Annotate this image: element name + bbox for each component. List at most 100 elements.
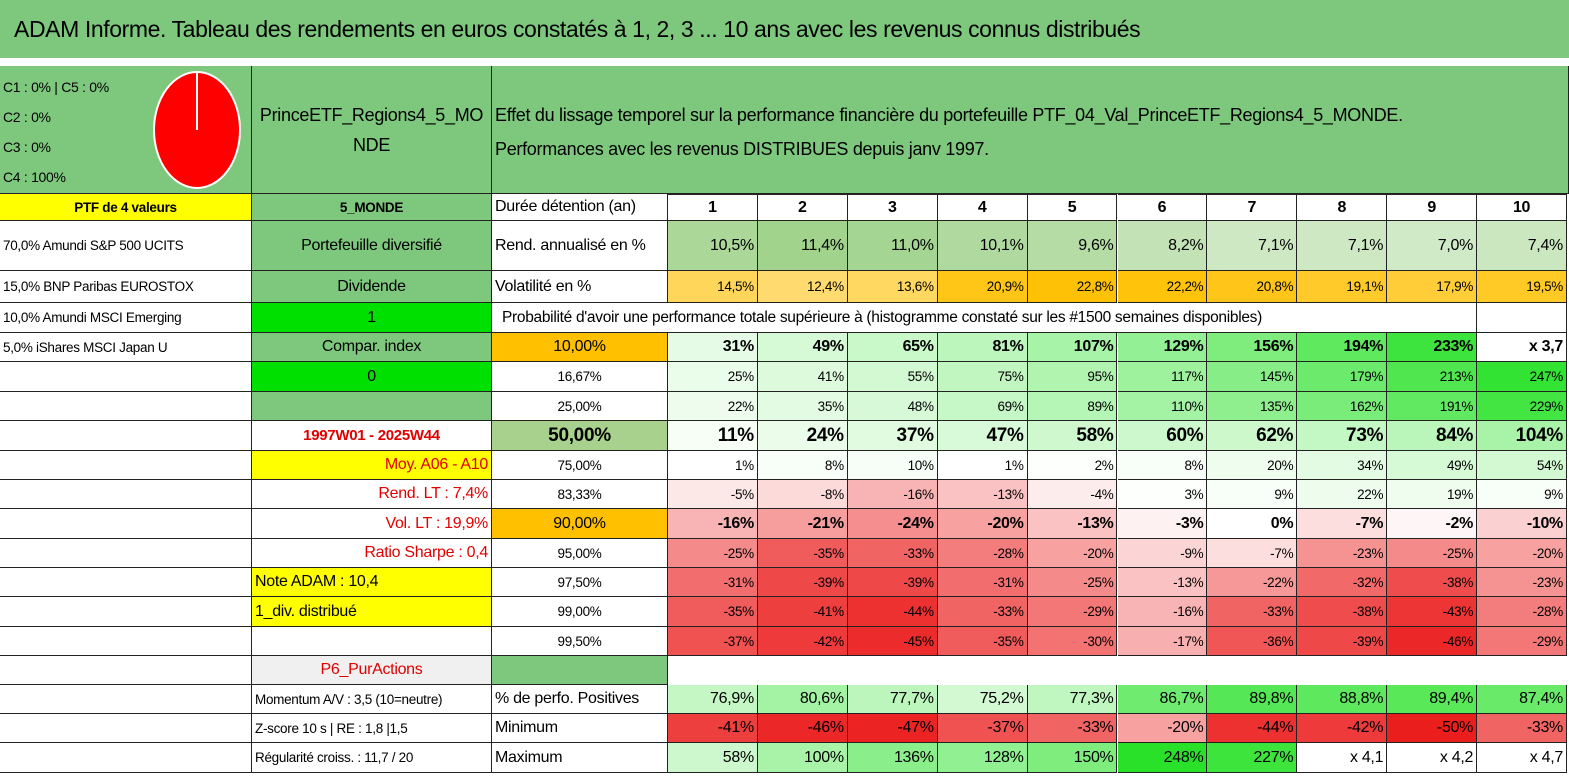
value-cell: -44% [847, 597, 938, 627]
value-cell: 76,9% [668, 685, 758, 714]
row-label: 10,00% [492, 333, 668, 362]
value-cell: -20% [1477, 539, 1567, 568]
value-cell: -39% [1297, 627, 1388, 656]
value-cell: 229% [1477, 392, 1567, 421]
value-cell: 9% [1477, 480, 1567, 509]
value-cell: 41% [757, 362, 848, 392]
value-cell: 47% [937, 421, 1028, 451]
value-cell: x 4,1 [1297, 743, 1388, 773]
allocation-box: C1 : 0% | C5 : 0% C2 : 0% C3 : 0% C4 : 1… [0, 66, 252, 194]
value-cell: 117% [1117, 362, 1208, 392]
value-cell: -23% [1297, 539, 1388, 568]
asset-cell: PTF de 4 valeurs [0, 194, 252, 221]
value-cell: -2% [1387, 509, 1478, 539]
value-cell: -22% [1207, 568, 1298, 597]
asset-cell [0, 568, 252, 597]
value-cell: -43% [1387, 597, 1478, 627]
value-cell: -24% [847, 509, 938, 539]
empty-cell [1477, 303, 1567, 333]
value-cell: 100% [757, 743, 848, 773]
asset-cell [0, 509, 252, 539]
row-label: Minimum [492, 714, 668, 743]
value-cell: 110% [1117, 392, 1208, 421]
value-cell: -33% [1477, 714, 1567, 743]
value-cell: -37% [668, 627, 758, 656]
legend-entry: C3 : 0% [3, 139, 51, 155]
value-cell: 89,8% [1207, 685, 1298, 714]
row-label: 95,00% [492, 539, 668, 568]
value-cell: 60% [1117, 421, 1208, 451]
value-cell: 247% [1477, 362, 1567, 392]
value-cell: 9% [1207, 480, 1298, 509]
value-cell: -10% [1477, 509, 1567, 539]
info-cell: Régularité croiss. : 11,7 / 20 [252, 743, 492, 773]
row-label: 50,00% [492, 421, 668, 451]
row-label: % de perfo. Positives [492, 685, 668, 714]
value-cell: -42% [1297, 714, 1388, 743]
row-label: Maximum [492, 743, 668, 773]
info-cell: Ratio Sharpe : 0,4 [252, 539, 492, 568]
value-cell: 104% [1477, 421, 1567, 451]
value-cell: 4 [937, 194, 1028, 221]
value-cell: 10,1% [937, 221, 1028, 271]
description-line: Effet du lissage temporel sur la perform… [495, 105, 1403, 125]
value-cell: 20,9% [937, 271, 1028, 303]
value-cell: x 4,2 [1387, 743, 1478, 773]
value-cell: -37% [937, 714, 1028, 743]
value-cell: 81% [937, 333, 1028, 362]
value-cell: 7,4% [1477, 221, 1567, 271]
row-label: 25,00% [492, 392, 668, 421]
value-cell: -25% [1027, 568, 1118, 597]
value-cell: -47% [847, 714, 938, 743]
value-cell: 136% [847, 743, 938, 773]
info-cell: Moy. A06 - A10 [252, 451, 492, 480]
value-cell: 86,7% [1117, 685, 1208, 714]
value-cell: -8% [757, 480, 848, 509]
legend-entry: C1 : 0% | C5 : 0% [3, 79, 109, 95]
value-cell: -33% [847, 539, 938, 568]
value-cell: -20% [1027, 539, 1118, 568]
legend-entry: C2 : 0% [3, 109, 51, 125]
value-cell: 135% [1207, 392, 1298, 421]
value-cell: 14,5% [668, 271, 758, 303]
info-cell: 1997W01 - 2025W44 [252, 421, 492, 451]
value-cell: 24% [757, 421, 848, 451]
pie-chart [153, 71, 241, 189]
empty-cell [492, 656, 668, 685]
value-cell: 87,4% [1477, 685, 1567, 714]
value-cell: 77,3% [1027, 685, 1118, 714]
value-cell: 11,4% [757, 221, 848, 271]
value-cell: -16% [1117, 597, 1208, 627]
value-cell: 8 [1297, 194, 1388, 221]
value-cell: -31% [668, 568, 758, 597]
value-cell: -21% [757, 509, 848, 539]
value-cell: 145% [1207, 362, 1298, 392]
value-cell: 2 [757, 194, 848, 221]
info-cell: Portefeuille diversifié [252, 221, 492, 271]
value-cell: 1 [668, 194, 758, 221]
value-cell: -30% [1027, 627, 1118, 656]
value-cell: -44% [1207, 714, 1298, 743]
value-cell: 7,0% [1387, 221, 1478, 271]
row-label: Durée détention (an) [492, 194, 668, 221]
value-cell: 5 [1027, 194, 1118, 221]
value-cell: 17,9% [1387, 271, 1478, 303]
value-cell: 22,2% [1117, 271, 1208, 303]
value-cell: -7% [1297, 509, 1388, 539]
row-label: 99,50% [492, 627, 668, 656]
asset-cell: 5,0% iShares MSCI Japan U [0, 333, 252, 362]
info-cell: Vol. LT : 19,9% [252, 509, 492, 539]
value-cell: -50% [1387, 714, 1478, 743]
value-cell: 13,6% [847, 271, 938, 303]
value-cell: x 3,7 [1477, 333, 1567, 362]
value-cell: -33% [937, 597, 1028, 627]
info-cell: Z-score 10 s | RE : 1,8 |1,5 [252, 714, 492, 743]
asset-cell: 10,0% Amundi MSCI Emerging [0, 303, 252, 333]
value-cell: -3% [1117, 509, 1208, 539]
value-cell: -7% [1207, 539, 1298, 568]
value-cell: 55% [847, 362, 938, 392]
value-cell: 88,8% [1297, 685, 1388, 714]
value-cell: 25% [668, 362, 758, 392]
value-cell: 48% [847, 392, 938, 421]
